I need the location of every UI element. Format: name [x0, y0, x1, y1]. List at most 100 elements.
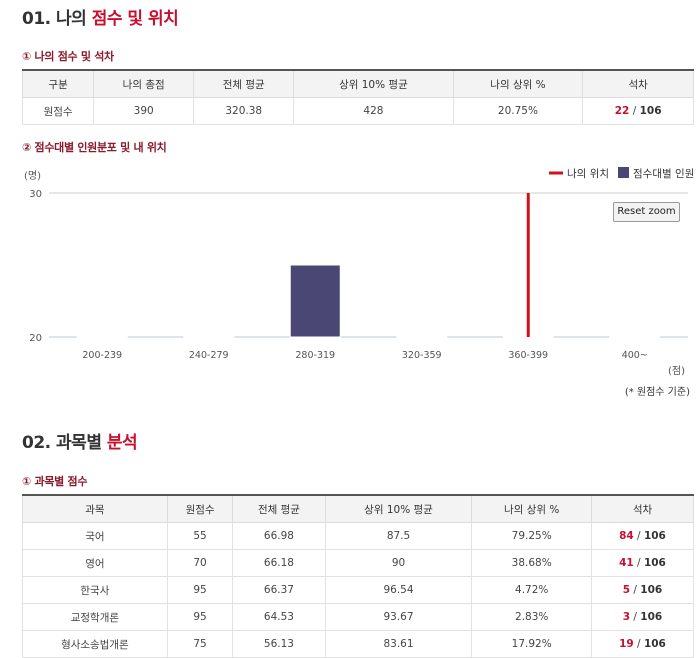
- col-header: 나의 상위 %: [471, 494, 592, 523]
- y-axis-unit: (명): [24, 171, 42, 182]
- x-axis-unit: (점): [668, 366, 686, 377]
- subject-name: 교정학개론: [22, 603, 168, 631]
- subject-average: 66.18: [232, 549, 326, 577]
- subject-rank-total: 106: [643, 638, 666, 650]
- my-score-subheading: ① 나의 점수 및 석차: [22, 50, 114, 63]
- bar: [289, 264, 341, 338]
- subject-average: 56.13: [232, 630, 326, 658]
- legend-series-swatch: [618, 167, 629, 178]
- subject-rank-total: 106: [640, 584, 663, 596]
- section2-title: 02. 과목별 분석: [22, 428, 138, 453]
- col-header: 상위 10% 평균: [324, 494, 473, 523]
- bar: [609, 335, 661, 338]
- subject-average: 64.53: [232, 603, 326, 631]
- section2-title-accent: 분석: [106, 433, 138, 453]
- subject-rank-cell: 19 / 106: [590, 630, 695, 658]
- table-row: 형사소송법개론 75 56.13 83.61 17.92% 19 / 106: [22, 630, 695, 658]
- subject-rank-cell: 3 / 106: [590, 603, 695, 631]
- subject-name: 국어: [22, 522, 168, 550]
- col-header: 나의 총점: [93, 69, 195, 98]
- section1-title-accent: 점수 및 위치: [91, 9, 179, 29]
- reset-zoom-button[interactable]: Reset zoom: [613, 202, 680, 222]
- subject-percent: 4.72%: [471, 576, 592, 604]
- subject-header-row: 과목 원점수 전체 평균 상위 10% 평균 나의 상위 % 석차: [22, 494, 695, 523]
- subject-rank: 84: [619, 530, 634, 542]
- subject-percent: 2.83%: [471, 603, 592, 631]
- my-score-table: 구분 나의 총점 전체 평균 상위 10% 평균 나의 상위 % 석차 원점수 …: [21, 69, 694, 125]
- rank-total: 106: [639, 105, 662, 117]
- subject-score: 95: [166, 576, 234, 604]
- x-tick-label: 400~: [622, 350, 648, 361]
- col-header: 상위 10% 평균: [293, 69, 454, 98]
- row-label: 원점수: [21, 97, 95, 125]
- subject-rank-cell: 5 / 106: [590, 576, 695, 604]
- bar: [396, 335, 448, 338]
- col-header: 과목: [22, 494, 168, 523]
- section2-title-prefix: 02. 과목별: [22, 433, 107, 453]
- rank-value: 22: [614, 105, 630, 117]
- subject-rank: 5: [622, 584, 631, 596]
- table-row: 영어 70 66.18 90 38.68% 41 / 106: [22, 549, 695, 577]
- top10-average: 428: [293, 97, 454, 125]
- col-header: 전체 평균: [193, 69, 295, 98]
- subject-average: 66.98: [232, 522, 326, 550]
- legend-series-label: 점수대별 인원: [633, 168, 694, 180]
- section1-title-prefix: 01. 나의: [22, 9, 92, 29]
- y-tick-label: 20: [29, 333, 42, 344]
- subject-top10: 87.5: [324, 522, 473, 550]
- subject-score: 95: [166, 603, 234, 631]
- bar: [76, 335, 128, 338]
- col-header: 구분: [21, 69, 95, 98]
- table-row: 원점수 390 320.38 428 20.75% 22 / 106: [21, 97, 694, 125]
- subject-rank: 3: [622, 611, 631, 623]
- subject-name: 형사소송법개론: [22, 630, 168, 658]
- x-tick-label: 280-319: [295, 350, 335, 361]
- subject-percent: 79.25%: [471, 522, 592, 550]
- col-header: 석차: [590, 494, 695, 523]
- x-tick-label: 240-279: [189, 350, 229, 361]
- top-percent: 20.75%: [452, 97, 584, 125]
- x-tick-label: 320-359: [402, 350, 442, 361]
- subject-top10: 93.67: [324, 603, 473, 631]
- legend-marker-label: 나의 위치: [567, 167, 609, 180]
- col-header: 나의 상위 %: [452, 69, 584, 98]
- average-score: 320.38: [193, 97, 295, 125]
- col-header: 원점수: [166, 494, 234, 523]
- subject-name: 영어: [22, 549, 168, 577]
- subject-score: 70: [166, 549, 234, 577]
- section1-title: 01. 나의 점수 및 위치: [22, 4, 179, 29]
- subject-top10: 90: [324, 549, 473, 577]
- table-row: 국어 55 66.98 87.5 79.25% 84 / 106: [22, 522, 695, 550]
- subject-top10: 83.61: [324, 630, 473, 658]
- subject-score-table: 과목 원점수 전체 평균 상위 10% 평균 나의 상위 % 석차 국어 55 …: [22, 494, 695, 658]
- col-header: 석차: [582, 69, 694, 98]
- subject-score-subheading: ① 과목별 점수: [22, 475, 88, 488]
- subject-rank: 41: [619, 557, 634, 569]
- y-tick-label: 30: [29, 189, 42, 200]
- subject-rank-total: 106: [643, 530, 666, 542]
- subject-score: 75: [166, 630, 234, 658]
- distribution-chart: 20 30 200-239 240-279 280-319 320-359 360-399 4…: [29, 167, 694, 361]
- subject-name: 한국사: [22, 576, 168, 604]
- subject-percent: 17.92%: [471, 630, 592, 658]
- subject-percent: 38.68%: [471, 549, 592, 577]
- rank-cell: 22 / 106: [582, 97, 694, 125]
- x-tick-label: 360-399: [508, 350, 548, 361]
- subject-rank-cell: 84 / 106: [590, 522, 695, 550]
- col-header: 전체 평균: [232, 494, 326, 523]
- subject-rank-cell: 41 / 106: [590, 549, 695, 577]
- subject-score: 55: [166, 522, 234, 550]
- subject-rank-total: 106: [643, 557, 666, 569]
- distribution-subheading: ② 점수대별 인원분포 및 내 위치: [22, 141, 167, 154]
- table-row: 한국사 95 66.37 96.54 4.72% 5 / 106: [22, 576, 695, 604]
- bar: [183, 335, 235, 338]
- total-score: 390: [93, 97, 195, 125]
- subject-rank-total: 106: [640, 611, 663, 623]
- subject-average: 66.37: [232, 576, 326, 604]
- subject-top10: 96.54: [324, 576, 473, 604]
- my-score-header-row: 구분 나의 총점 전체 평균 상위 10% 평균 나의 상위 % 석차: [21, 69, 694, 98]
- subject-rank: 19: [619, 638, 634, 650]
- score-basis-note: (* 원점수 기준): [624, 387, 690, 398]
- table-row: 교정학개론 95 64.53 93.67 2.83% 3 / 106: [22, 603, 695, 631]
- x-tick-label: 200-239: [82, 350, 122, 361]
